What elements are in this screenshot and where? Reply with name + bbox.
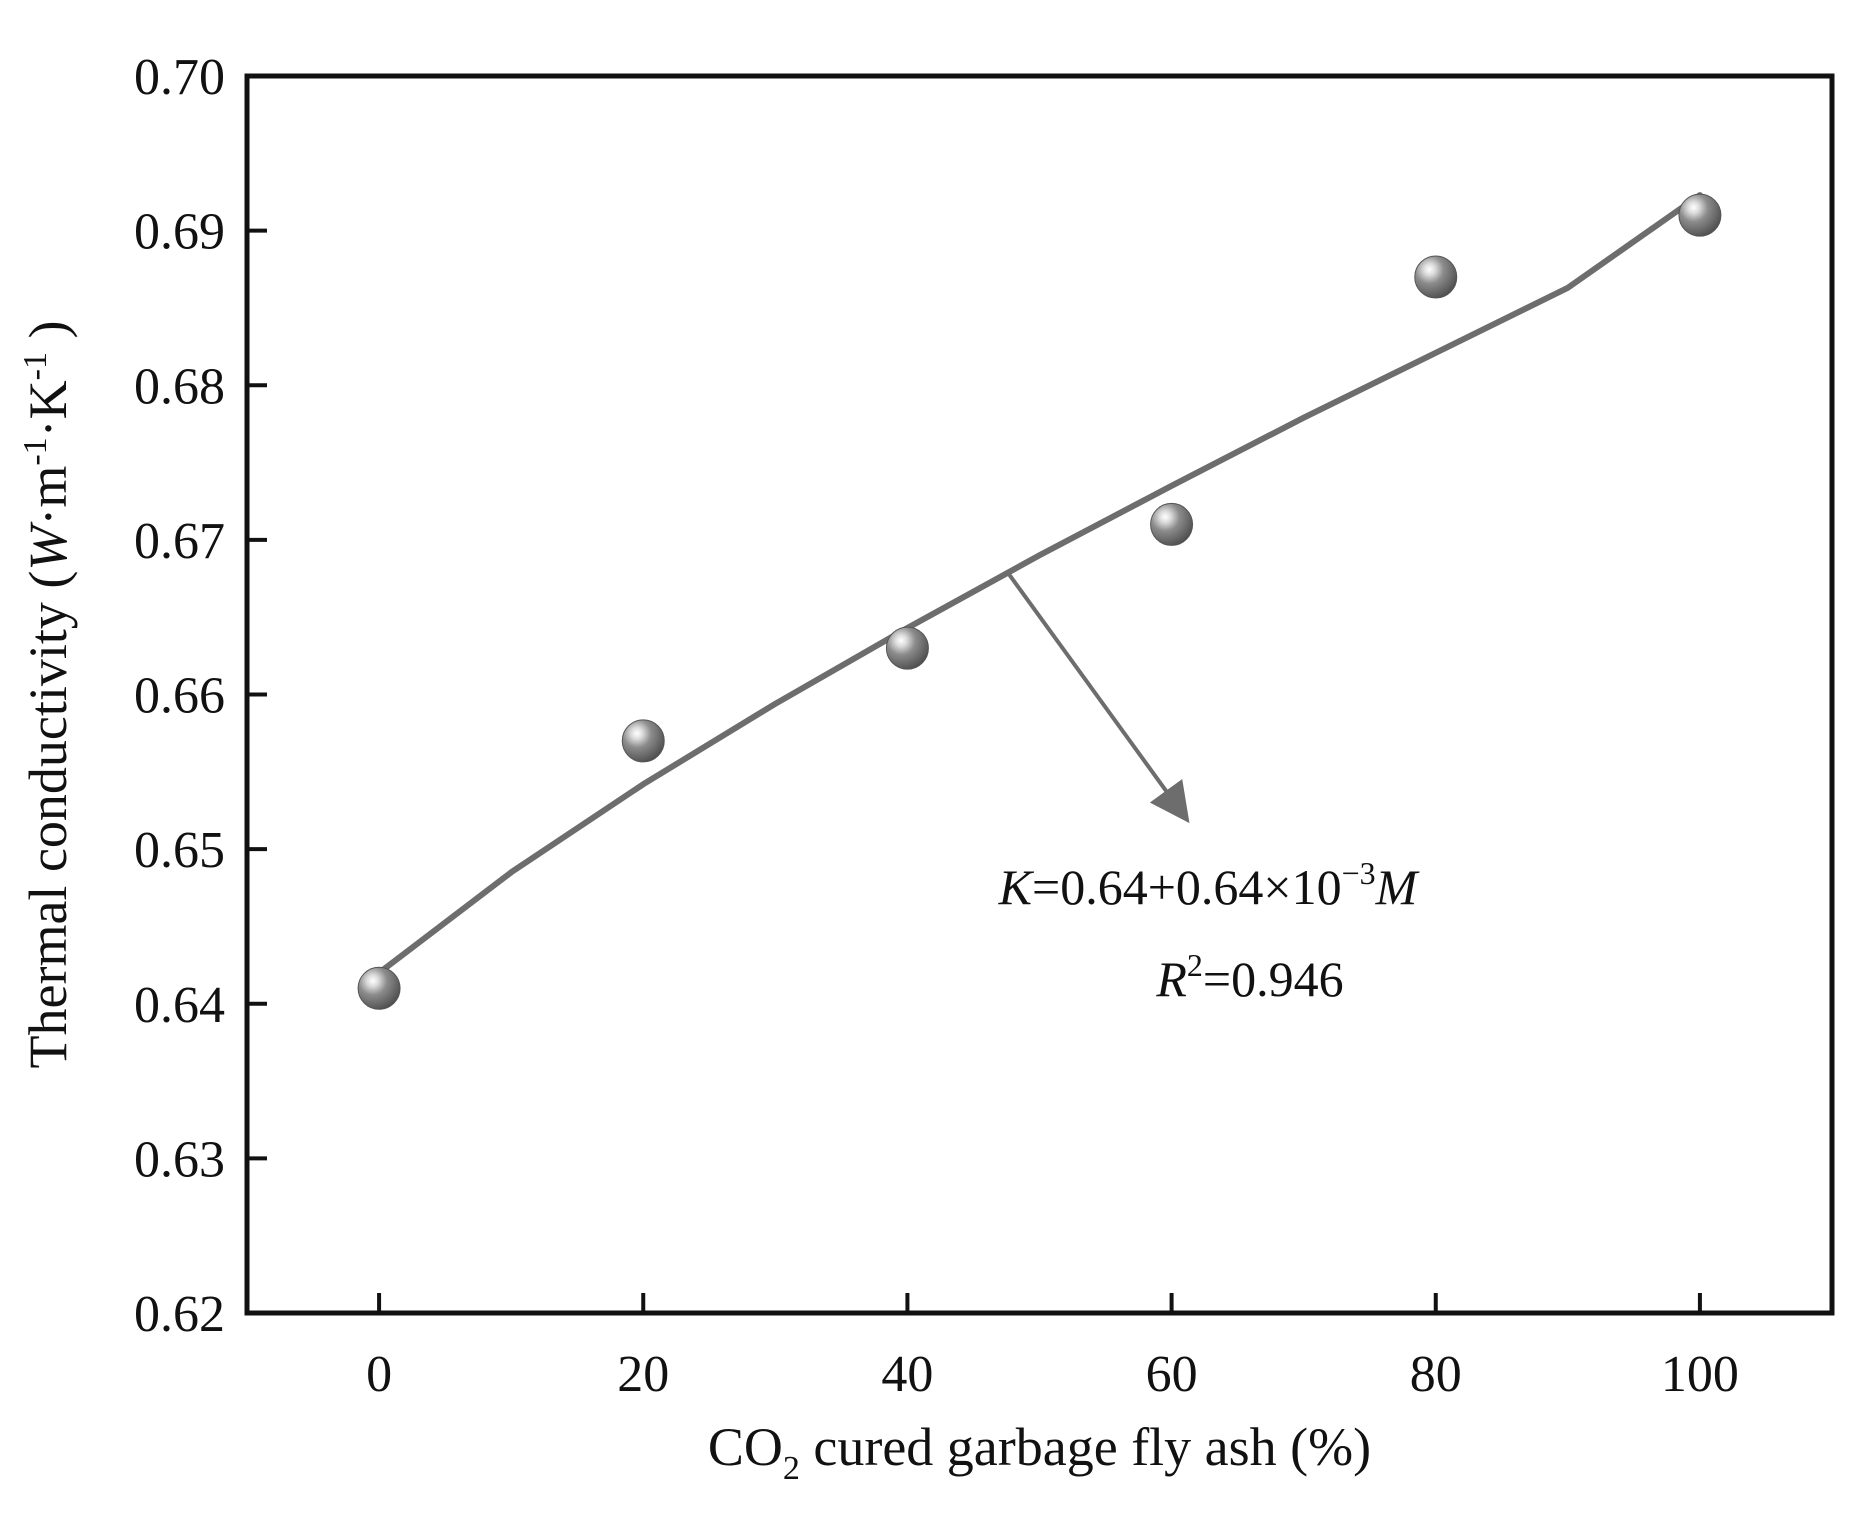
- fit-curve: [376, 192, 1703, 976]
- y-tick-label: 0.63: [134, 1131, 225, 1188]
- y-tick-label: 0.64: [134, 977, 225, 1034]
- fit-equation-body: =0.64+0.64×10: [1032, 859, 1342, 915]
- y-tick-label: 0.68: [134, 358, 225, 415]
- x-axis-label-rest: cured garbage fly ash (%): [800, 1417, 1371, 1477]
- fit-equation-var-m: M: [1375, 859, 1420, 915]
- r-squared-value: =0.946: [1203, 951, 1344, 1007]
- y-axis-label-unit-m: ·m: [18, 466, 78, 526]
- y-tick-label: 0.67: [134, 513, 225, 570]
- x-axis-label-subscript: 2: [783, 1450, 800, 1487]
- data-point: [1678, 193, 1722, 237]
- y-tick-label: 0.62: [134, 1286, 225, 1343]
- data-point: [1414, 255, 1458, 299]
- y-tick-label: 0.66: [134, 668, 225, 725]
- x-axis-label: CO2 cured garbage fly ash (%): [708, 1417, 1371, 1487]
- y-tick-label: 0.69: [134, 204, 225, 261]
- y-tick-label: 0.70: [134, 49, 225, 106]
- plot-frame: [244, 73, 1835, 1316]
- data-point: [357, 966, 401, 1010]
- x-tick-label: 20: [617, 1346, 669, 1403]
- x-tick-label: 80: [1410, 1346, 1462, 1403]
- axes-layer: 0.62 0.63 0.64 0.65 0.66 0.67 0.68 0.69 0.70 0 20 4…: [17, 49, 1835, 1487]
- annotation-layer: K=0.64+0.64×10−3M R2=0.946: [998, 569, 1420, 1007]
- y-axis-label-text: Thermal conductivity (: [18, 571, 78, 1069]
- fit-curve-layer: [376, 192, 1703, 976]
- annotation-arrow: [1004, 569, 1190, 824]
- x-tick-label: 40: [881, 1346, 933, 1403]
- data-point: [1150, 502, 1194, 546]
- data-points-layer: [357, 193, 1722, 1010]
- fit-r-squared: R2=0.946: [1155, 947, 1343, 1007]
- data-point: [885, 626, 929, 670]
- fit-equation-exponent: −3: [1342, 855, 1376, 891]
- y-axis-label-close: ): [18, 321, 78, 352]
- x-axis-label-co: CO: [708, 1417, 783, 1477]
- fit-equation-var-k: K: [998, 859, 1035, 915]
- y-axis-label-unit-k: ·K: [18, 380, 78, 437]
- x-tick-label: 0: [366, 1346, 392, 1403]
- r-squared-var: R: [1155, 951, 1187, 1007]
- y-axis-label: Thermal conductivity (W·m-1·K-1 ): [17, 321, 78, 1069]
- y-axis-label-unit-w: W: [18, 521, 78, 571]
- y-axis-label-exp-1: -1: [17, 437, 54, 465]
- y-axis-label-exp-2: -1: [17, 352, 54, 380]
- y-tick-label: 0.65: [134, 822, 225, 879]
- fit-equation: K=0.64+0.64×10−3M: [998, 855, 1420, 915]
- x-tick-label: 100: [1661, 1346, 1739, 1403]
- data-point: [621, 719, 665, 763]
- r-squared-exponent: 2: [1187, 947, 1203, 983]
- x-tick-label: 60: [1146, 1346, 1198, 1403]
